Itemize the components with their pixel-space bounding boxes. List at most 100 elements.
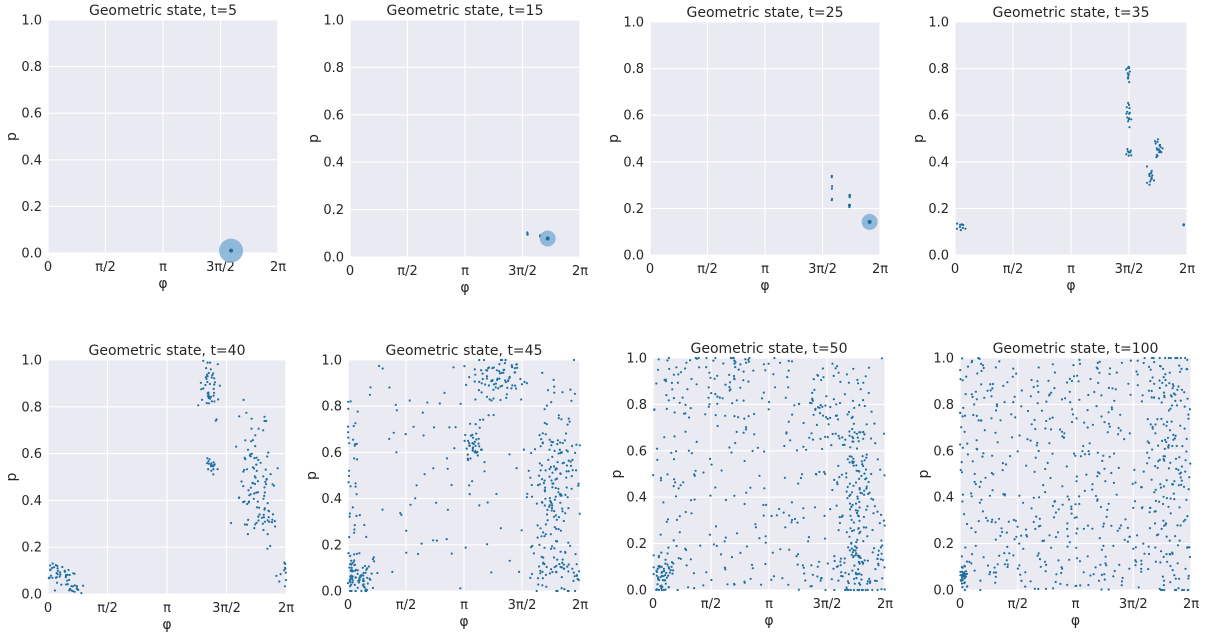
data-point: [471, 447, 474, 451]
chart-title: Geometric state, t=25: [687, 5, 844, 21]
data-point: [830, 199, 833, 202]
data-point: [261, 522, 264, 525]
data-point: [1155, 534, 1159, 537]
x-tick-label: π/2: [396, 598, 416, 613]
data-point: [770, 514, 773, 518]
y-tick-label: 0.6: [933, 444, 954, 459]
data-point: [858, 572, 861, 575]
data-point: [353, 444, 356, 447]
data-point: [1048, 417, 1051, 420]
data-point: [350, 577, 353, 580]
data-point: [1002, 493, 1005, 496]
data-point: [1079, 584, 1082, 587]
data-point: [1134, 559, 1137, 562]
data-point: [753, 433, 756, 436]
data-point: [368, 577, 371, 580]
data-point: [520, 398, 523, 401]
data-point: [1048, 442, 1051, 445]
data-point: [207, 394, 210, 397]
data-point: [991, 489, 994, 492]
data-point: [1152, 356, 1155, 360]
data-point: [466, 439, 470, 442]
data-point: [965, 560, 969, 563]
data-point: [1005, 559, 1008, 562]
data-point: [478, 418, 482, 421]
data-point: [866, 505, 869, 508]
data-point: [1102, 522, 1105, 525]
data-point: [263, 494, 266, 497]
data-point: [823, 470, 826, 474]
data-point: [679, 371, 683, 374]
data-point: [744, 426, 748, 429]
data-point: [1171, 404, 1174, 407]
data-point: [851, 503, 854, 507]
data-point: [982, 556, 985, 559]
data-point: [853, 577, 856, 580]
data-point: [877, 553, 880, 557]
data-point: [867, 480, 870, 484]
data-point: [525, 382, 529, 385]
data-point: [490, 571, 493, 574]
data-point: [541, 577, 544, 580]
data-point: [51, 566, 54, 570]
data-point: [250, 417, 253, 420]
y-tick-label: 0.2: [323, 203, 344, 218]
data-point: [860, 460, 864, 463]
x-axis-label: φ: [162, 617, 171, 633]
data-point: [845, 476, 848, 479]
data-point: [480, 369, 483, 372]
data-point: [1128, 81, 1131, 84]
data-point: [347, 481, 350, 484]
data-point: [1128, 126, 1131, 129]
data-point: [857, 588, 860, 592]
data-point: [480, 391, 483, 394]
data-point: [472, 442, 475, 446]
data-point: [465, 447, 468, 450]
data-point: [965, 585, 969, 588]
data-point: [861, 562, 865, 565]
data-point: [1166, 560, 1169, 563]
data-point: [1168, 539, 1171, 542]
data-point: [1034, 527, 1037, 531]
data-point: [554, 514, 558, 517]
data-point: [990, 395, 993, 398]
data-point: [483, 461, 486, 464]
data-point: [1029, 580, 1032, 583]
data-point: [850, 553, 853, 556]
data-point: [1173, 498, 1176, 501]
data-point: [1160, 401, 1163, 404]
x-tick-label: 2π: [572, 264, 588, 279]
data-point: [205, 377, 208, 380]
data-point: [860, 578, 863, 581]
data-point: [958, 225, 962, 229]
data-point: [255, 491, 258, 494]
data-point: [821, 447, 824, 451]
data-point: [762, 503, 765, 507]
data-point: [851, 529, 854, 533]
data-point: [1171, 444, 1174, 448]
data-point: [855, 469, 858, 472]
data-point: [546, 389, 550, 392]
data-point: [400, 513, 403, 517]
data-point: [530, 572, 534, 576]
data-point: [1128, 535, 1131, 538]
data-point: [268, 520, 271, 524]
data-point: [1044, 570, 1047, 573]
data-point: [552, 556, 556, 559]
data-point: [833, 588, 836, 592]
data-point: [841, 443, 845, 446]
y-tick-label: 0.8: [21, 400, 42, 415]
data-point: [242, 501, 245, 504]
data-point: [452, 366, 455, 369]
data-point: [243, 523, 246, 526]
data-point: [1038, 558, 1042, 561]
data-point: [355, 493, 358, 496]
data-point: [510, 364, 513, 367]
data-point: [673, 478, 676, 481]
data-point: [664, 582, 667, 585]
data-point: [257, 427, 260, 430]
data-point: [760, 583, 763, 586]
data-point: [73, 572, 76, 575]
data-point: [865, 508, 868, 511]
data-point: [1162, 391, 1166, 394]
